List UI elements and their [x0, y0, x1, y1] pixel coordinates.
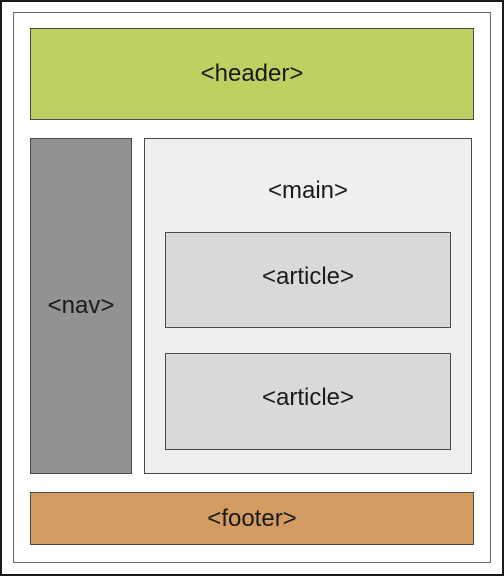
header-box: <header>: [30, 28, 474, 120]
article-label: <article>: [261, 384, 355, 411]
footer-box: <footer>: [30, 492, 474, 545]
main-label: <main>: [267, 177, 349, 204]
article-box: <article>: [165, 232, 451, 328]
article-box: <article>: [165, 353, 451, 450]
nav-label: <nav>: [47, 292, 115, 319]
header-label: <header>: [200, 60, 304, 87]
nav-box: <nav>: [30, 138, 132, 474]
footer-label: <footer>: [207, 504, 297, 532]
article-label: <article>: [261, 263, 355, 290]
